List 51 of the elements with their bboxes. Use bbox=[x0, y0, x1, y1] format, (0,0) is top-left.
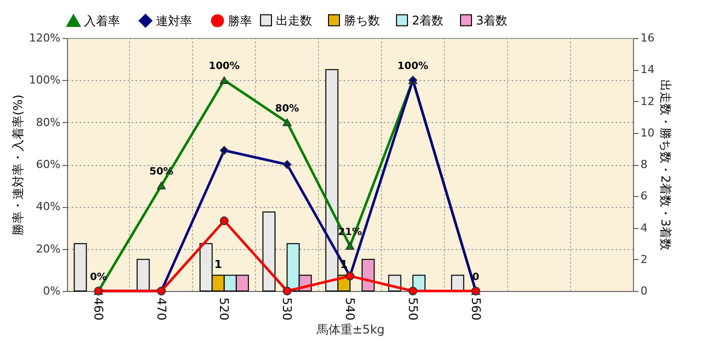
y-tick-label: 0% bbox=[43, 284, 60, 298]
x-tick-label: 560 bbox=[468, 298, 483, 320]
legend-label: 勝率 bbox=[228, 14, 252, 28]
data-label: 100% bbox=[397, 61, 428, 72]
point bbox=[408, 286, 418, 296]
data-label: 80% bbox=[275, 103, 300, 114]
legend-label: 出走数 bbox=[276, 13, 312, 28]
y-tick-label: 120% bbox=[29, 32, 60, 44]
x-axis-title: 馬体重±5kg bbox=[315, 322, 385, 336]
y-tick-label: 100% bbox=[29, 74, 60, 87]
point bbox=[220, 216, 229, 226]
point bbox=[220, 146, 229, 155]
bar bbox=[262, 211, 276, 292]
x-tick-label: 470 bbox=[154, 298, 168, 320]
data-label: 100% bbox=[208, 61, 240, 72]
legend-label: 入着率 bbox=[84, 14, 120, 28]
y-tick-label: 40% bbox=[36, 200, 60, 214]
y-tick-label: 60% bbox=[36, 158, 60, 171]
legend-label: 勝ち数 bbox=[344, 13, 380, 28]
y2-tick-label: 2 bbox=[640, 252, 648, 266]
point bbox=[346, 242, 354, 250]
x-tick-label: 530 bbox=[280, 298, 294, 320]
bar bbox=[362, 258, 375, 292]
y2-tick-label: 0 bbox=[640, 284, 648, 298]
point bbox=[282, 160, 292, 169]
x-tick-label: 460 bbox=[91, 298, 106, 320]
bar bbox=[451, 274, 464, 292]
y-tick-label: 20% bbox=[36, 242, 60, 256]
y2-tick-label: 14 bbox=[640, 63, 654, 76]
y-tick-label: 80% bbox=[36, 116, 60, 129]
y-axis-title: 勝率・連対率・入着率(%) bbox=[11, 94, 26, 236]
legend-label: 連対率 bbox=[156, 14, 192, 28]
y2-tick-label: 6 bbox=[640, 190, 648, 203]
y2-tick-label: 8 bbox=[640, 158, 648, 171]
point bbox=[220, 76, 229, 84]
x-tick-label: 540 bbox=[343, 298, 357, 320]
y2-tick-label: 4 bbox=[640, 221, 648, 234]
y2-axis-title: 出走数・勝ち数・2着数・3着数 bbox=[658, 79, 672, 251]
bar bbox=[136, 258, 150, 292]
bar bbox=[74, 243, 87, 292]
y2-tick-label: 12 bbox=[640, 94, 654, 108]
y2-tick-label: 10 bbox=[640, 126, 654, 140]
legend-label: 2着数 bbox=[412, 13, 444, 28]
x-tick-label: 550 bbox=[406, 298, 420, 320]
x-tick-label: 520 bbox=[217, 298, 232, 320]
point bbox=[282, 286, 292, 296]
data-label: 1 bbox=[214, 258, 222, 272]
y2-tick-label: 16 bbox=[640, 32, 654, 44]
legend-label: 3着数 bbox=[476, 13, 508, 28]
point bbox=[156, 182, 166, 190]
point bbox=[282, 118, 292, 126]
